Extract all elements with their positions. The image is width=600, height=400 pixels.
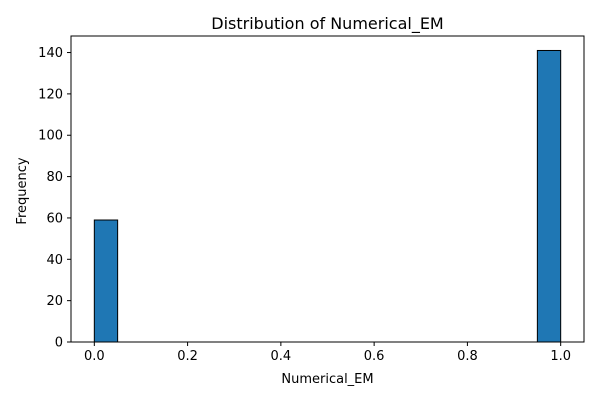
y-tick-label: 60 [46, 211, 63, 226]
x-tick-label: 0.4 [271, 349, 292, 364]
x-axis-label: Numerical_EM [281, 372, 373, 387]
plot-frame [70, 35, 585, 343]
y-tick-label: 20 [46, 294, 63, 309]
x-tick-label: 0.0 [84, 349, 105, 364]
x-tick-label: 0.8 [457, 349, 478, 364]
axes-group: 0.0 0.2 0.4 0.6 0.8 1.0 0 20 40 60 80 100 120 140 [38, 35, 585, 364]
y-tick-label: 120 [38, 87, 63, 102]
histogram-bar-19 [536, 49, 562, 343]
y-tick-label: 40 [46, 253, 63, 268]
x-tick-label: 0.6 [364, 349, 385, 364]
histogram-bar-0 [93, 219, 119, 343]
x-tick-label: 0.2 [177, 349, 198, 364]
y-axis-label: Frequency [15, 157, 30, 224]
chart-title: Distribution of Numerical_EM [211, 14, 443, 34]
y-tick-label: 100 [38, 129, 63, 144]
y-tick-label: 140 [38, 46, 63, 61]
y-tick-label: 0 [55, 336, 63, 351]
y-tick-label: 80 [46, 170, 63, 185]
bars-group [93, 49, 562, 343]
x-tick-label: 1.0 [550, 349, 571, 364]
